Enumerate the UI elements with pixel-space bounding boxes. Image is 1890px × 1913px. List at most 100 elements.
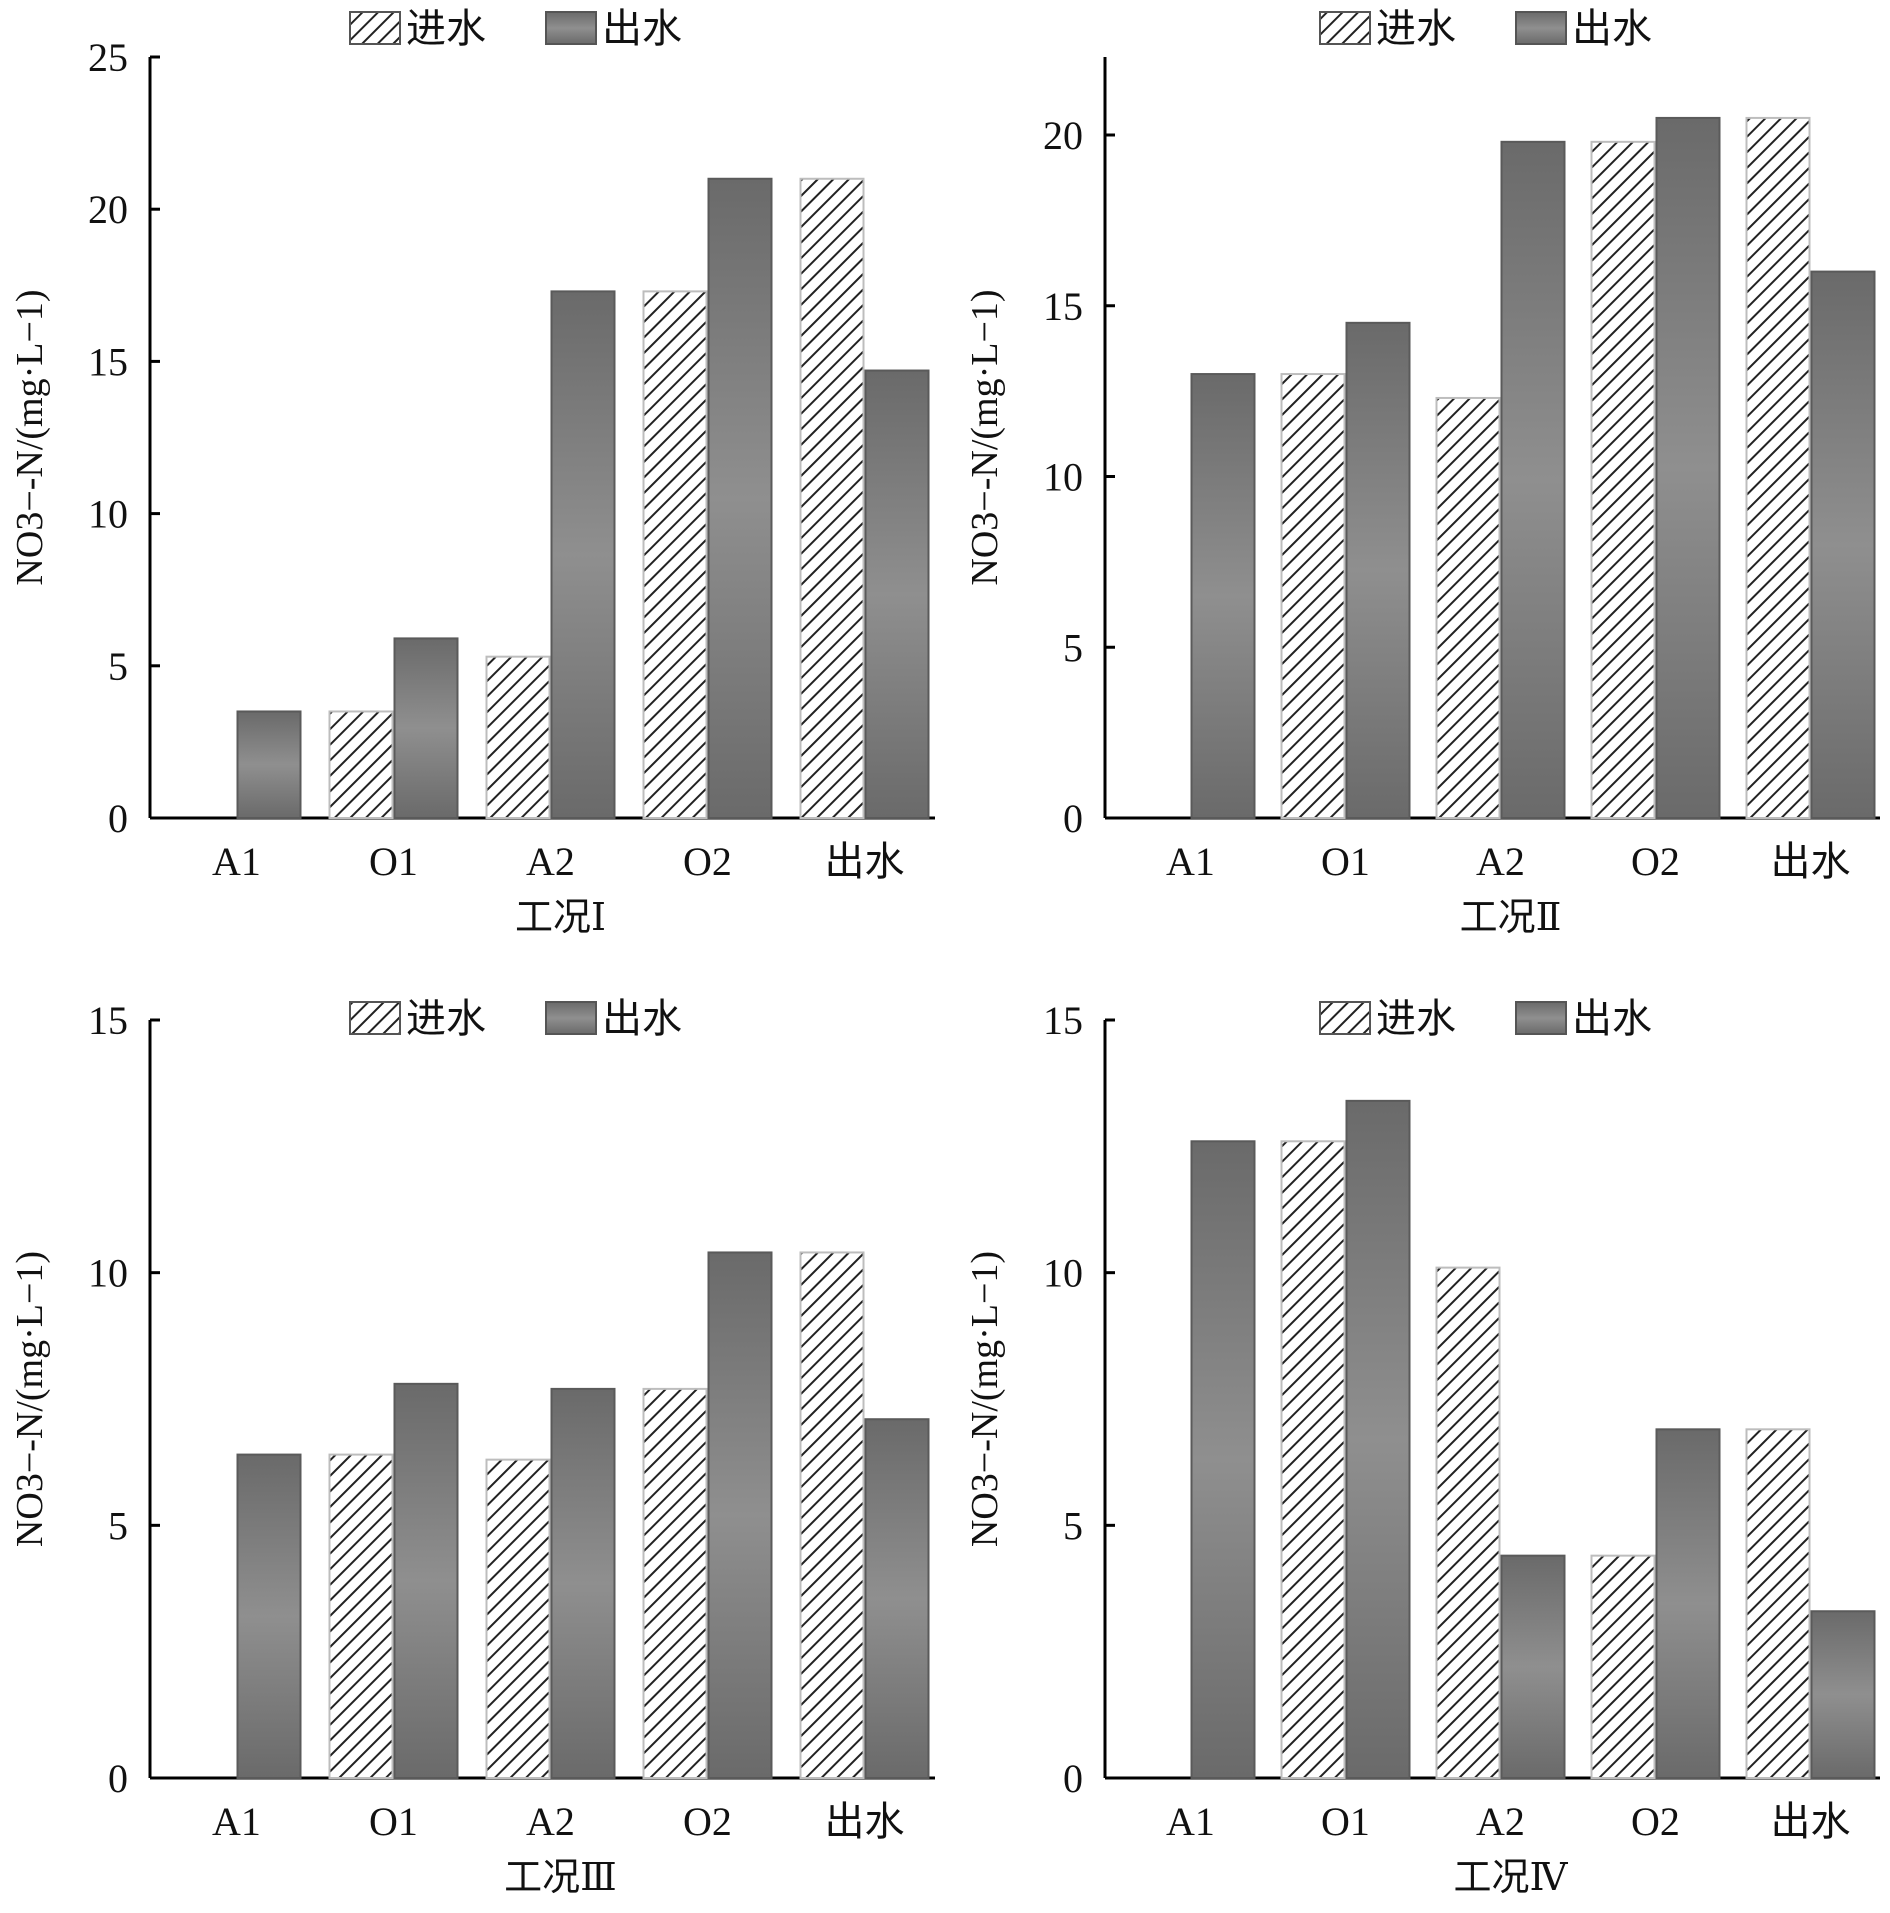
- bar-effluent: [550, 290, 616, 819]
- y-tick-label: 15: [1043, 284, 1083, 329]
- x-axis-title: 工况Ⅳ: [1454, 1857, 1569, 1899]
- x-category-label: O2: [683, 839, 732, 884]
- bar-effluent: [236, 1453, 302, 1779]
- legend-label-effluent: 出水: [1572, 996, 1652, 1042]
- bar-influent: [1590, 1554, 1656, 1779]
- x-category-label: O1: [1321, 839, 1370, 884]
- y-tick-label: 10: [1043, 455, 1083, 500]
- legend-label-influent: 进水: [406, 996, 486, 1042]
- legend-swatch-effluent: [1515, 11, 1567, 45]
- x-axis-title: 工况Ⅱ: [1460, 897, 1562, 939]
- x-category-label: A1: [212, 1799, 261, 1844]
- y-axis-title: NO3−-N/(mg·L−1): [9, 1251, 51, 1547]
- y-tick-label: 15: [1043, 998, 1083, 1043]
- legend-label-influent: 进水: [1376, 996, 1456, 1042]
- bar-influent: [1745, 1428, 1811, 1779]
- bar-influent: [328, 1453, 394, 1779]
- y-tick-label: 20: [88, 187, 128, 232]
- bar-effluent: [1810, 1610, 1876, 1779]
- x-category-label: O1: [369, 1799, 418, 1844]
- bar-effluent: [1655, 1428, 1721, 1779]
- y-axis-title: NO3−-N/(mg·L−1): [9, 289, 51, 585]
- legend-swatch-influent: [349, 11, 401, 45]
- x-category-label: O2: [1631, 839, 1680, 884]
- y-tick-label: 20: [1043, 113, 1083, 158]
- x-category-label: 出水: [1771, 839, 1851, 884]
- x-axis-title: 工况Ⅰ: [515, 897, 606, 939]
- bar-effluent: [707, 177, 773, 819]
- y-tick-label: 5: [1063, 625, 1083, 670]
- x-category-label: A2: [526, 1799, 575, 1844]
- bar-effluent: [1345, 321, 1411, 819]
- legend-swatch-effluent: [545, 1001, 597, 1035]
- legend-label-effluent: 出水: [602, 6, 682, 52]
- legend-label-effluent: 出水: [602, 996, 682, 1042]
- legend-label-effluent: 出水: [1572, 6, 1652, 52]
- y-tick-label: 10: [88, 1251, 128, 1296]
- y-tick-label: 25: [88, 35, 128, 80]
- bar-effluent: [864, 1418, 930, 1780]
- x-category-label: 出水: [825, 1799, 905, 1844]
- legend-swatch-influent: [1319, 1001, 1371, 1035]
- bar-effluent: [393, 1382, 459, 1779]
- bar-effluent: [393, 637, 459, 819]
- x-category-label: A1: [1166, 839, 1215, 884]
- x-category-label: 出水: [825, 839, 905, 884]
- bar-influent: [1435, 1266, 1501, 1779]
- legend-swatch-effluent: [545, 11, 597, 45]
- y-tick-label: 5: [1063, 1503, 1083, 1548]
- bar-influent: [799, 1251, 865, 1780]
- x-category-label: O2: [683, 1799, 732, 1844]
- bar-effluent: [1190, 1140, 1256, 1779]
- x-category-label: A1: [1166, 1799, 1215, 1844]
- x-category-label: O1: [1321, 1799, 1370, 1844]
- legend-swatch-influent: [1319, 11, 1371, 45]
- bar-influent: [642, 290, 708, 819]
- y-tick-label: 0: [1063, 1756, 1083, 1801]
- y-tick-label: 5: [108, 1503, 128, 1548]
- y-tick-label: 15: [88, 339, 128, 384]
- x-category-label: 出水: [1771, 1799, 1851, 1844]
- bar-influent: [1435, 396, 1501, 819]
- bar-effluent: [864, 369, 930, 819]
- bar-influent: [328, 710, 394, 820]
- bar-influent: [485, 1458, 551, 1779]
- x-axis-title: 工况Ⅲ: [504, 1857, 617, 1899]
- bar-effluent: [1500, 140, 1566, 819]
- legend-label-influent: 进水: [1376, 6, 1456, 52]
- y-axis-title: NO3−-N/(mg·L−1): [964, 289, 1006, 585]
- bar-effluent: [236, 710, 302, 820]
- legend-swatch-effluent: [1515, 1001, 1567, 1035]
- bar-influent: [799, 177, 865, 819]
- bar-influent: [1745, 116, 1811, 820]
- y-tick-label: 5: [108, 644, 128, 689]
- x-category-label: A2: [1476, 1799, 1525, 1844]
- bar-effluent: [707, 1251, 773, 1780]
- legend-label-influent: 进水: [406, 6, 486, 52]
- bar-influent: [642, 1387, 708, 1779]
- bar-effluent: [1190, 373, 1256, 819]
- y-tick-label: 10: [88, 492, 128, 537]
- bar-effluent: [1655, 116, 1721, 820]
- x-category-label: A2: [1476, 839, 1525, 884]
- bar-influent: [1590, 140, 1656, 819]
- y-tick-label: 10: [1043, 1251, 1083, 1296]
- y-tick-label: 15: [88, 998, 128, 1043]
- x-category-label: O1: [369, 839, 418, 884]
- y-tick-label: 0: [108, 1756, 128, 1801]
- bar-effluent: [1500, 1554, 1566, 1779]
- x-category-label: A1: [212, 839, 261, 884]
- x-category-label: A2: [526, 839, 575, 884]
- y-tick-label: 0: [1063, 796, 1083, 841]
- bar-effluent: [550, 1387, 616, 1779]
- bar-influent: [485, 655, 551, 820]
- bar-influent: [1280, 373, 1346, 819]
- bar-influent: [1280, 1140, 1346, 1779]
- bar-effluent: [1810, 270, 1876, 820]
- y-axis-title: NO3−-N/(mg·L−1): [964, 1251, 1006, 1547]
